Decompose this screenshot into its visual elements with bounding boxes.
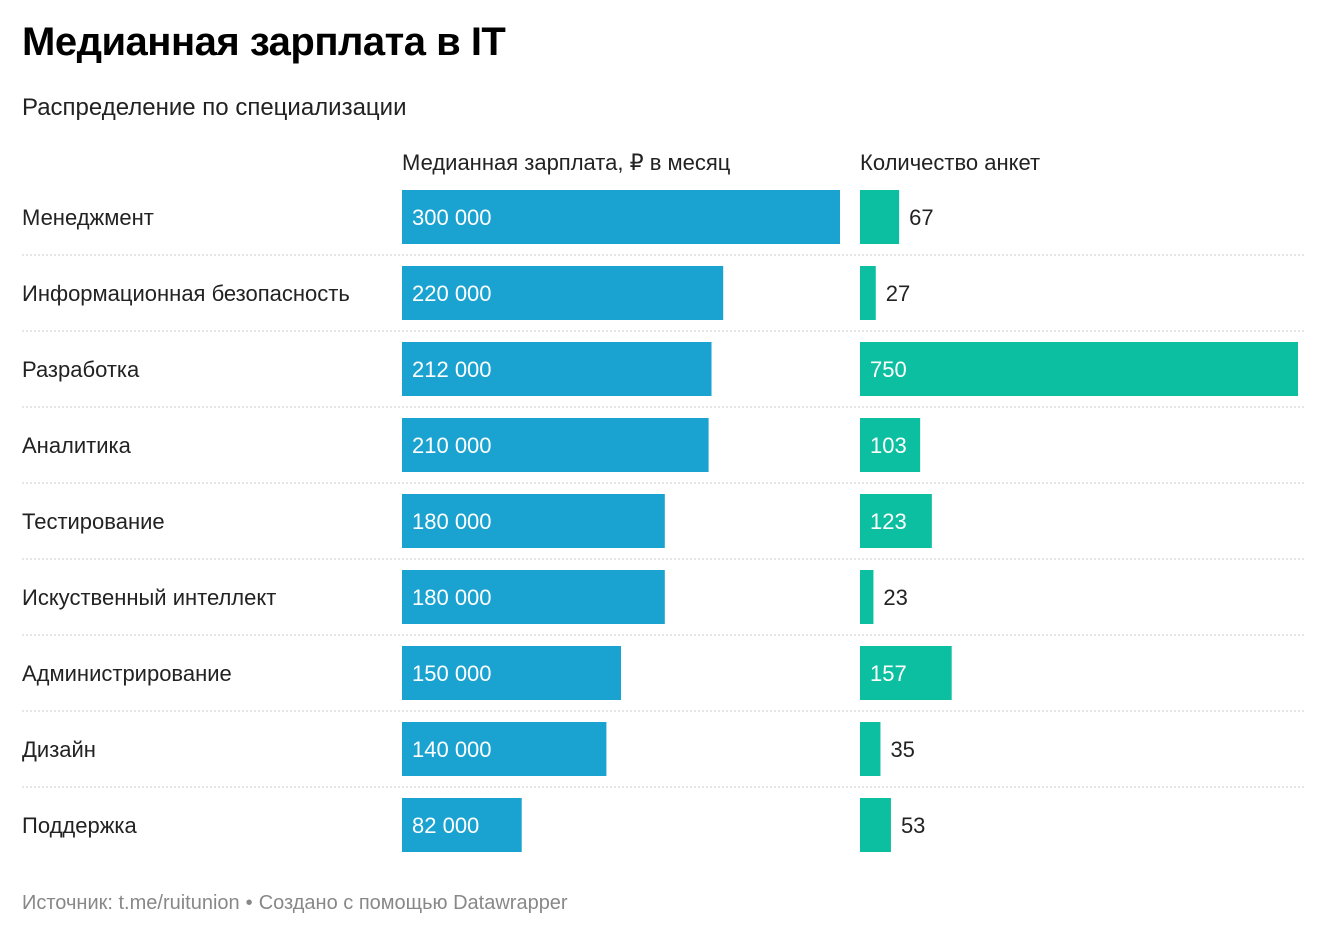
count-bar xyxy=(860,722,881,776)
category-label: Поддержка xyxy=(22,813,138,838)
salary-bar xyxy=(402,646,621,700)
salary-bar xyxy=(402,494,665,548)
count-value-label: 27 xyxy=(886,281,910,306)
salary-value-label: 300 000 xyxy=(412,205,492,230)
count-bar xyxy=(860,342,1298,396)
salary-bar xyxy=(402,418,709,472)
salary-value-label: 150 000 xyxy=(412,661,492,686)
salary-bar xyxy=(402,798,522,852)
count-bar xyxy=(860,494,932,548)
category-label: Дизайн xyxy=(22,737,96,762)
category-label: Информационная безопасность xyxy=(22,281,350,306)
count-value-label: 123 xyxy=(870,509,907,534)
salary-bar xyxy=(402,190,840,244)
chart-footer: Источник: t.me/ruitunion • Создано с помощ… xyxy=(22,892,568,915)
count-value-label: 23 xyxy=(883,585,907,610)
category-label: Тестирование xyxy=(22,509,165,534)
count-bar xyxy=(860,798,891,852)
source-note: Источник: t.me/ruitunion xyxy=(22,892,240,914)
salary-bar xyxy=(402,570,665,624)
chart-title: Медианная зарплата в IT xyxy=(22,20,506,64)
chart-subtitle: Распределение по специализации xyxy=(22,94,407,121)
salary-value-label: 220 000 xyxy=(412,281,492,306)
count-bar xyxy=(860,570,874,624)
category-label: Разработка xyxy=(22,357,140,382)
count-column-header: Количество анкет xyxy=(860,150,1041,175)
salary-bar xyxy=(402,266,724,320)
count-value-label: 103 xyxy=(870,433,907,458)
category-label: Менеджмент xyxy=(22,205,154,230)
salary-column-header: Медианная зарплата, ₽ в месяц xyxy=(402,150,731,175)
count-value-label: 67 xyxy=(909,205,933,230)
salary-value-label: 212 000 xyxy=(412,357,492,382)
count-bar xyxy=(860,418,921,472)
count-value-label: 750 xyxy=(870,357,907,382)
count-value-label: 157 xyxy=(870,661,907,686)
category-label: Искуственный интеллект xyxy=(22,585,276,610)
salary-value-label: 180 000 xyxy=(412,509,492,534)
category-label: Аналитика xyxy=(22,433,132,458)
count-value-label: 53 xyxy=(901,813,925,838)
count-bar xyxy=(860,266,876,320)
salary-value-label: 82 000 xyxy=(412,813,479,838)
datawrapper-credit: Создано с помощью Datawrapper xyxy=(258,892,568,914)
salary-value-label: 180 000 xyxy=(412,585,492,610)
salary-value-label: 210 000 xyxy=(412,433,492,458)
count-bar xyxy=(860,646,952,700)
salary-bar xyxy=(402,342,712,396)
count-value-label: 35 xyxy=(890,737,914,762)
salary-value-label: 140 000 xyxy=(412,737,492,762)
category-label: Администрирование xyxy=(22,661,232,686)
salary-bar xyxy=(402,722,607,776)
count-bar xyxy=(860,190,900,244)
footer-separator: • xyxy=(245,892,253,914)
